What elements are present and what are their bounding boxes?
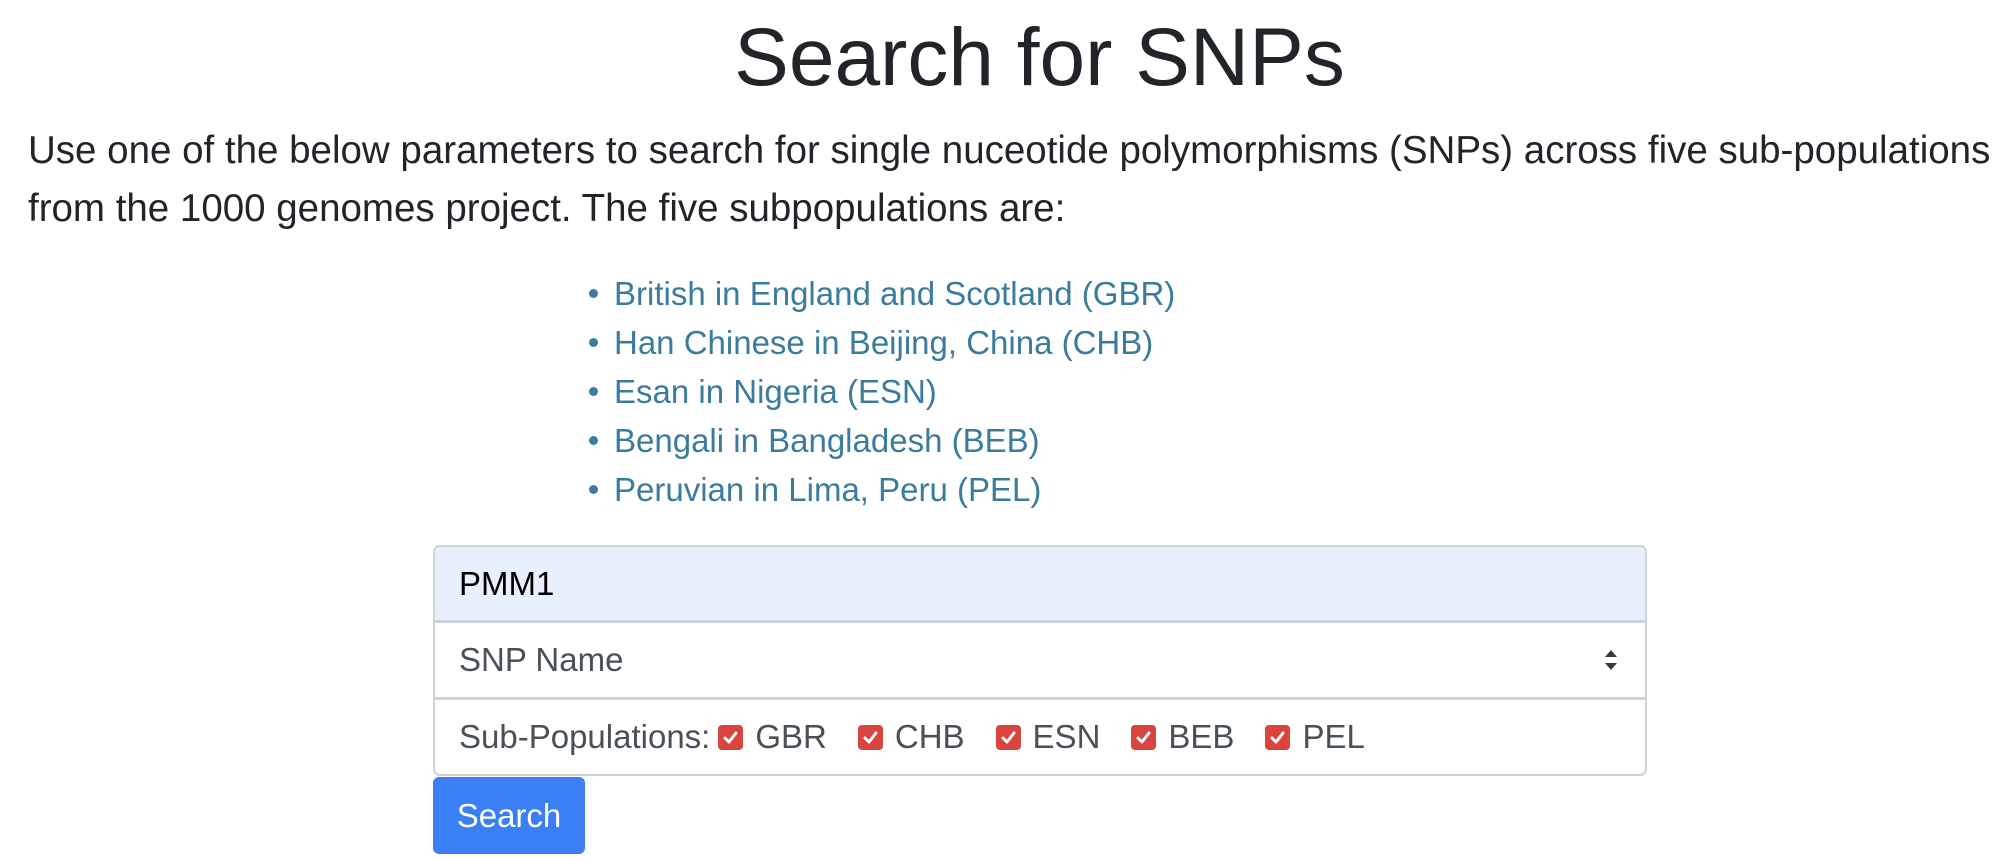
search-input[interactable] <box>433 545 1647 622</box>
subpopulation-list: British in England and Scotland (GBR) Ha… <box>589 269 1176 514</box>
checkbox-pel[interactable]: PEL <box>1265 718 1365 756</box>
search-type-select[interactable]: SNP Name <box>433 622 1647 699</box>
intro-text: Use one of the below parameters to searc… <box>28 129 1991 230</box>
checkbox-beb[interactable]: BEB <box>1131 718 1234 756</box>
bullet-icon <box>589 485 598 494</box>
subpopulation-label: Han Chinese in Beijing, China (CHB) <box>614 324 1154 361</box>
subpopulation-label: Esan in Nigeria (ESN) <box>614 373 937 410</box>
checkbox-label: PEL <box>1302 718 1365 755</box>
subpopulation-label: British in England and Scotland (GBR) <box>614 275 1176 312</box>
subpopulation-label: Bengali in Bangladesh (BEB) <box>614 422 1040 459</box>
list-item: Bengali in Bangladesh (BEB) <box>589 416 1175 465</box>
checkmark-icon[interactable] <box>1265 724 1291 750</box>
checkmark-icon[interactable] <box>857 724 883 750</box>
checkbox-esn[interactable]: ESN <box>995 718 1101 756</box>
bullet-icon <box>589 436 598 445</box>
checkbox-label: CHB <box>894 718 965 755</box>
search-type-selected: SNP Name <box>459 641 624 678</box>
list-item: Esan in Nigeria (ESN) <box>589 367 1175 416</box>
checkbox-chb[interactable]: CHB <box>857 718 965 756</box>
checkbox-label: ESN <box>1032 718 1101 755</box>
checkmark-icon[interactable] <box>995 724 1021 750</box>
subpopulation-checkboxes: Sub-Populations: GBR CHB ESN <box>433 699 1647 776</box>
bullet-icon <box>589 289 598 298</box>
subpopulation-label: Peruvian in Lima, Peru (PEL) <box>614 471 1042 508</box>
bullet-icon <box>589 387 598 396</box>
checkmark-icon[interactable] <box>1131 724 1157 750</box>
list-item: Peruvian in Lima, Peru (PEL) <box>589 465 1175 514</box>
select-arrows-icon <box>1605 650 1617 670</box>
list-item: British in England and Scotland (GBR) <box>589 269 1176 318</box>
search-form: SNP Name Sub-Populations: GBR CHB <box>433 545 1647 854</box>
page-title: Search for SNPs <box>734 12 1345 103</box>
subpopulation-label-text: Sub-Populations: <box>459 718 711 755</box>
search-button[interactable]: Search <box>433 777 585 854</box>
checkmark-icon[interactable] <box>718 724 744 750</box>
checkbox-gbr[interactable]: GBR <box>718 718 827 756</box>
bullet-icon <box>589 338 598 347</box>
list-item: Han Chinese in Beijing, China (CHB) <box>589 318 1175 367</box>
checkbox-label: GBR <box>755 718 827 755</box>
checkbox-label: BEB <box>1168 718 1235 755</box>
